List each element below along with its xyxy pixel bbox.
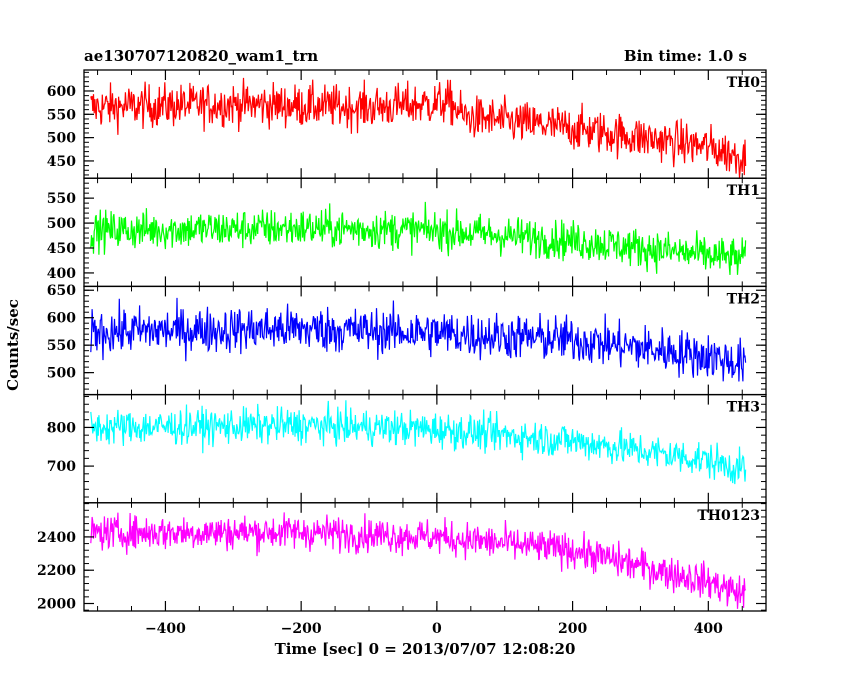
x-tick-label: −400 bbox=[145, 621, 186, 637]
y-tick-label: 550 bbox=[47, 191, 76, 207]
y-tick-label: 600 bbox=[47, 84, 76, 100]
y-tick-label: 550 bbox=[47, 338, 76, 354]
chart-title: ae130707120820_wam1_trn bbox=[84, 47, 318, 65]
panel-label: TH2 bbox=[727, 291, 760, 307]
y-tick-label: 800 bbox=[47, 420, 76, 436]
panel-th2: 500 550 600 650 TH2 bbox=[47, 283, 767, 396]
x-axis-label: Time [sec] 0 = 2013/07/07 12:08:20 bbox=[275, 640, 576, 658]
x-tick-label: 0 bbox=[432, 621, 442, 637]
series-line-th0 bbox=[90, 77, 747, 178]
y-tick-label: 500 bbox=[47, 131, 76, 147]
panel-frame bbox=[83, 69, 767, 179]
panels: 450 500 550 600 TH0 400 450 500 550 TH1 500 550 600 6… bbox=[37, 69, 767, 613]
y-tick-label: 2000 bbox=[37, 597, 76, 613]
x-tick-label: 400 bbox=[694, 621, 723, 637]
y-tick-label: 2400 bbox=[37, 530, 76, 546]
panel-label: TH0 bbox=[727, 75, 761, 91]
y-tick-label: 500 bbox=[47, 216, 76, 232]
x-tick-label: 200 bbox=[558, 621, 587, 637]
panel-label: TH3 bbox=[727, 400, 760, 416]
panel-frame bbox=[83, 502, 767, 612]
panel-label: TH1 bbox=[727, 183, 760, 199]
y-tick-label: 500 bbox=[47, 366, 76, 382]
series-line-th0123 bbox=[90, 512, 747, 609]
y-tick-label: 650 bbox=[47, 283, 76, 299]
y-tick-label: 600 bbox=[47, 311, 76, 327]
panel-th0: 450 500 550 600 TH0 bbox=[47, 69, 767, 179]
x-tick-label: −200 bbox=[281, 621, 322, 637]
y-tick-label: 550 bbox=[47, 107, 76, 123]
bin-time-label: Bin time: 1.0 s bbox=[624, 47, 747, 65]
y-axis-label: Counts/sec bbox=[4, 299, 22, 391]
panel-label: TH0123 bbox=[697, 508, 760, 524]
series-line-th1 bbox=[90, 201, 747, 275]
series-line-th3 bbox=[90, 400, 747, 485]
series-line-th2 bbox=[90, 297, 747, 382]
y-tick-label: 450 bbox=[47, 154, 76, 170]
panel-th1: 400 450 500 550 TH1 bbox=[47, 177, 767, 288]
y-tick-label: 2200 bbox=[37, 563, 76, 579]
panel-th0123: 2000 2200 2400 TH0123 bbox=[37, 502, 767, 613]
y-tick-label: 450 bbox=[47, 241, 76, 257]
x-tick-labels: −400 −200 0 200 400 bbox=[145, 621, 723, 637]
y-tick-label: 700 bbox=[47, 459, 76, 475]
panel-th3: 700 800 TH3 bbox=[47, 393, 767, 504]
y-tick-label: 400 bbox=[47, 266, 76, 282]
